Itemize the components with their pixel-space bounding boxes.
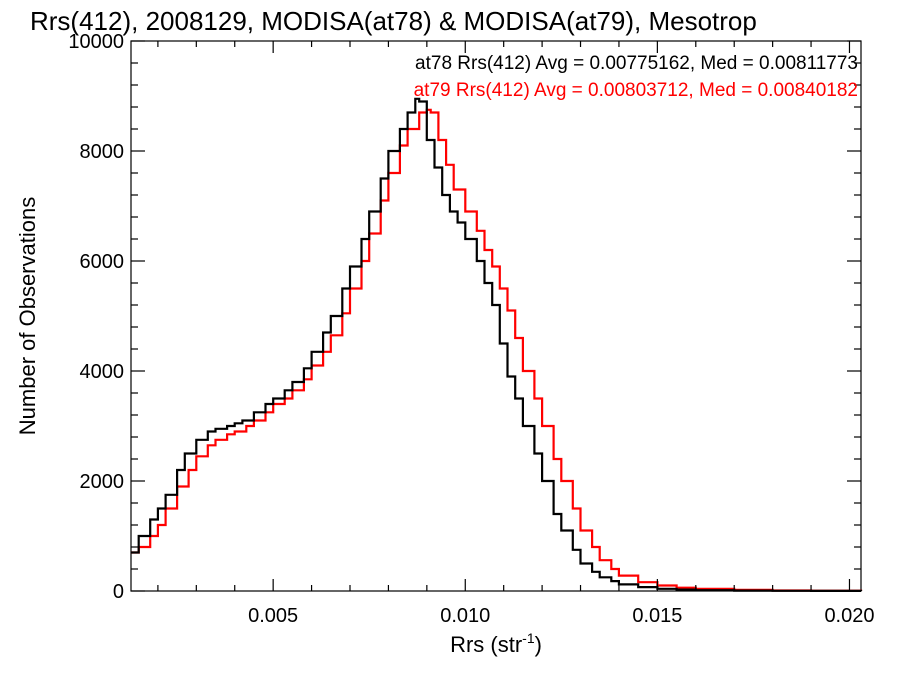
x-tick-label: 0.015 [632,605,682,627]
x-axis-label-end: ) [535,632,542,657]
x-axis-label-sup: -1 [522,630,535,646]
x-axis-label-main: Rrs (str [450,632,522,657]
plot-frame [130,40,862,592]
series-layer [131,97,863,592]
legend-entry-at78: at78 Rrs(412) Avg = 0.00775162, Med = 0.… [415,53,858,74]
legend-entry-at79: at79 Rrs(412) Avg = 0.00803712, Med = 0.… [414,80,858,101]
y-axis-label: Number of Observations [15,197,40,435]
ticks-layer: 0.005 0.010 0.015 0.020 0 2000 4000 6000 8000 100… [68,31,874,627]
series-line-at78 [131,97,863,592]
x-tick-label: 0.020 [824,605,874,627]
series-line-at79 [131,108,863,592]
y-tick-label: 0 [113,581,124,603]
y-tick-label: 6000 [80,251,125,273]
x-tick-label: 0.010 [440,605,490,627]
chart-title: Rrs(412), 2008129, MODISA(at78) & MODISA… [30,6,757,36]
x-axis-label: Rrs (str-1) [450,630,542,657]
x-tick-label: 0.005 [248,605,298,627]
y-tick-label: 10000 [68,31,124,53]
y-tick-label: 8000 [80,141,125,163]
y-tick-label: 4000 [80,361,125,383]
y-tick-label: 2000 [80,471,125,493]
